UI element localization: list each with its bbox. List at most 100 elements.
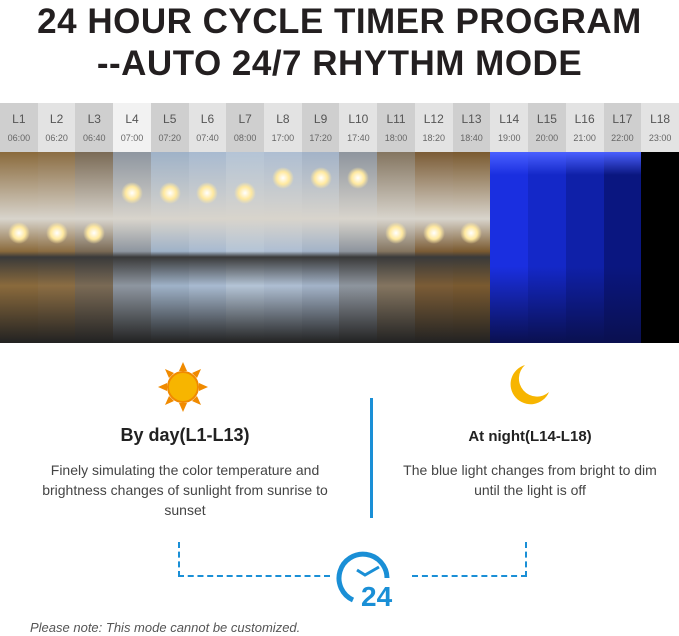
level-column: L6 07:40 [188,103,227,343]
level-image [339,152,378,343]
level-column: L12 18:20 [414,103,453,343]
level-image [113,152,151,343]
level-image [37,152,76,343]
level-label: L15 [536,112,557,126]
night-description: The blue light changes from bright to di… [403,462,657,498]
sun-glow [460,222,483,244]
level-column: L13 18:40 [452,103,491,343]
level-header: L15 20:00 [528,103,566,152]
level-image [0,152,38,343]
level-label: L10 [348,112,369,126]
level-column: L16 21:00 [565,103,604,343]
clock-24-icon: 24 [336,551,393,610]
level-image [452,152,491,343]
level-time: 17:20 [309,133,332,143]
level-image [226,152,265,343]
level-column: L15 20:00 [528,103,566,343]
left-dashed-arrow [178,542,330,577]
level-time: 06:00 [7,133,31,143]
level-header: L1 06:00 [0,103,38,152]
level-header: L6 07:40 [188,103,227,152]
sun-glow [234,182,257,204]
level-column: L17 22:00 [603,103,642,343]
level-label: L6 [200,112,215,126]
level-label: L16 [574,112,595,126]
level-header: L8 17:00 [264,103,302,152]
level-column: L1 06:00 [0,103,38,343]
level-column: L3 06:40 [75,103,114,343]
level-header: L7 08:00 [226,103,265,152]
level-label: L17 [612,112,633,126]
level-label: L1 [12,112,26,126]
level-header: L14 19:00 [490,103,529,152]
level-time: 19:00 [497,133,521,143]
level-time: 18:20 [422,133,446,143]
level-label: L7 [238,112,252,126]
sun-glow [196,182,219,204]
level-time: 21:00 [573,133,596,143]
sun-glow [158,182,181,204]
level-label: L9 [313,112,328,126]
note: Please note: This mode cannot be customi… [30,620,301,635]
title-line-1: 24 HOUR CYCLE TIMER PROGRAM [37,2,642,41]
level-image [264,152,302,343]
level-image [188,152,227,343]
sun-glow [309,167,332,189]
level-time: 23:00 [648,133,672,143]
level-time: 18:40 [460,133,483,143]
level-image [603,152,642,343]
level-time: 17:40 [347,133,370,143]
level-time: 08:00 [233,133,257,143]
light-level-strip: L1 06:00 L2 06:20 L3 06:40 L4 07:00 L5 07:20 L6 07:… [0,103,679,343]
level-time: 17:00 [271,133,295,143]
level-label: L4 [125,112,139,126]
level-column: L7 08:00 [226,103,265,343]
level-label: L2 [49,112,64,126]
level-header: L11 18:00 [377,103,415,152]
level-label: L18 [650,112,671,126]
level-column: L8 17:00 [264,103,302,343]
level-image [565,152,604,343]
level-header: L18 23:00 [641,103,679,152]
level-column: L10 17:40 [339,103,378,343]
sun-glow [7,222,30,244]
level-label: L14 [499,112,520,126]
level-column: L11 18:00 [377,103,415,343]
level-time: 07:40 [196,133,219,143]
level-time: 07:20 [158,133,181,143]
level-label: L11 [386,112,406,126]
level-column: L18 23:00 [641,103,679,343]
title-line-2: --AUTO 24/7 RHYTHM MODE [96,44,583,83]
level-label: L12 [423,112,444,126]
level-image [150,152,189,343]
sun-glow [385,222,408,244]
level-header: L16 21:00 [565,103,604,152]
sun-glow [422,222,445,244]
sun-glow [83,222,106,244]
level-label: L8 [276,112,290,126]
level-column: L2 06:20 [37,103,76,343]
level-header: L4 07:00 [113,103,151,152]
level-header: L5 07:20 [150,103,189,152]
level-time: 18:00 [384,133,408,143]
level-header: L10 17:40 [339,103,378,152]
level-label: L13 [461,112,482,126]
level-label: L5 [163,112,177,126]
moon-icon [510,365,549,405]
sun-glow [45,222,68,244]
level-header: L9 17:20 [301,103,340,152]
level-header: L13 18:40 [452,103,491,152]
level-image [377,152,415,343]
level-time: 06:40 [83,133,106,143]
sun-glow [121,182,144,204]
level-column: L4 07:00 [113,103,151,343]
sun-glow [271,167,294,189]
level-header: L12 18:20 [414,103,453,152]
level-image [490,152,529,343]
level-time: 07:00 [120,133,144,143]
level-column: L9 17:20 [301,103,340,343]
sun-icon [158,362,208,412]
level-image [75,152,114,343]
clock-label: 24 [361,581,393,610]
night-heading: At night(L14-L18) [468,428,592,445]
